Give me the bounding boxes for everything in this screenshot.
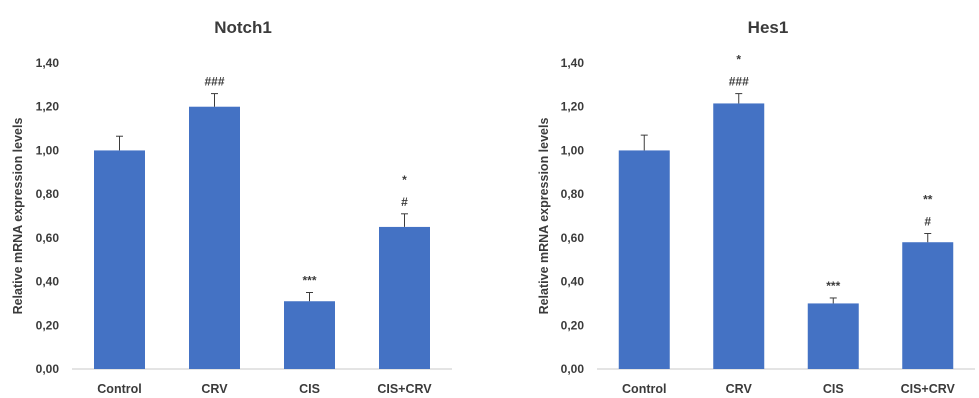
chart-0: Notch1 Relative mRNA expression levels 0,0… [11, 18, 452, 396]
y-tick-label: 1,40 [36, 56, 60, 70]
significance-marker: *** [302, 274, 316, 288]
bar-crv [713, 103, 765, 369]
x-tick-label: CRV [201, 382, 228, 396]
x-tick-label: Control [97, 382, 141, 396]
x-tick-label: CIS [823, 382, 844, 396]
chart-1: Hes1 Relative mRNA expression levels 0,00 0… [537, 18, 975, 396]
y-tick-label: 0,60 [561, 231, 585, 245]
y-tick-label: 1,00 [36, 143, 60, 157]
significance-marker: ### [729, 75, 749, 89]
bar-control [618, 150, 670, 369]
y-tick-label: 0,40 [561, 275, 585, 289]
y-tick-label: 0,00 [36, 362, 60, 376]
x-tick-label: CIS+CRV [901, 382, 956, 396]
x-tick-label: CRV [726, 382, 753, 396]
y-tick-label: 1,40 [561, 56, 585, 70]
chart-title: Hes1 [748, 18, 789, 37]
y-tick-label: 0,40 [36, 275, 60, 289]
bar-cis [284, 301, 335, 369]
bar-cis-crv [379, 226, 430, 369]
significance-marker: *** [826, 279, 840, 293]
chart-title: Notch1 [214, 18, 272, 37]
x-tick-label: Control [622, 382, 666, 396]
significance-marker: * [736, 53, 741, 67]
significance-marker: # [401, 195, 408, 209]
y-tick-label: 1,20 [561, 100, 585, 114]
bar-control [94, 150, 145, 369]
y-axis-label: Relative mRNA expression levels [537, 118, 551, 315]
bar-cis-crv [902, 242, 954, 369]
bar-crv [189, 106, 240, 369]
significance-marker: ** [923, 192, 933, 206]
significance-marker: # [924, 214, 931, 228]
y-tick-label: 1,20 [36, 100, 60, 114]
y-tick-label: 1,00 [561, 143, 585, 157]
y-tick-label: 0,80 [561, 187, 585, 201]
significance-marker: * [402, 173, 407, 187]
y-tick-label: 0,20 [561, 318, 585, 332]
y-tick-label: 0,60 [36, 231, 60, 245]
significance-marker: ### [204, 75, 224, 89]
x-tick-label: CIS [299, 382, 320, 396]
y-axis-label: Relative mRNA expression levels [11, 118, 25, 315]
y-tick-label: 0,80 [36, 187, 60, 201]
y-tick-label: 0,20 [36, 318, 60, 332]
x-tick-label: CIS+CRV [377, 382, 432, 396]
bar-cis [807, 303, 859, 369]
y-tick-label: 0,00 [561, 362, 585, 376]
